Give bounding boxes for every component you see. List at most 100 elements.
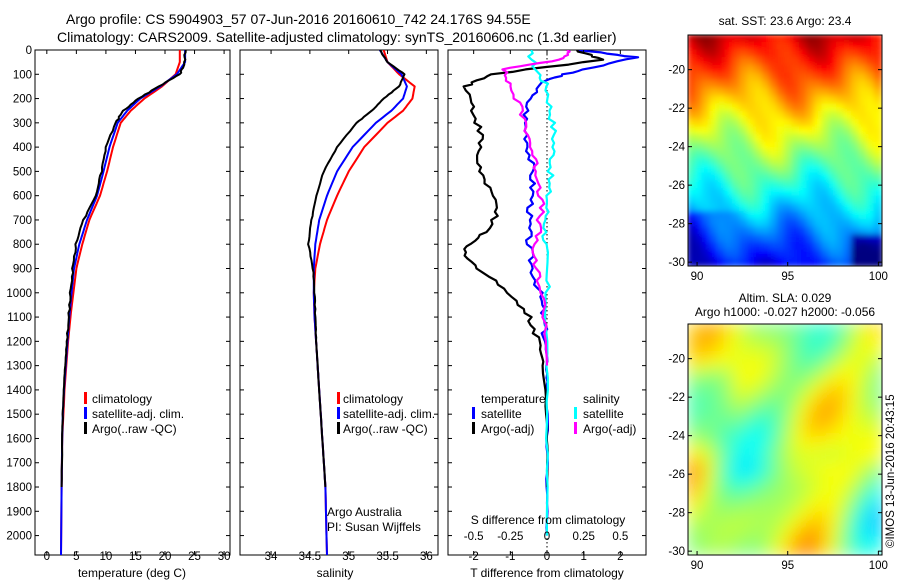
series-line xyxy=(312,50,416,555)
y-tick-label: 1400 xyxy=(6,385,32,397)
pi-text: PI: Susan Wijffels xyxy=(327,520,421,534)
salinity-lines xyxy=(307,50,416,555)
legend-swatch-temp-satellite xyxy=(472,407,475,419)
temperature-panel: 0100200300400500600700800900100011001200… xyxy=(6,45,231,580)
salinity-x-axis: 34 34.5 35 35.5 36 xyxy=(265,50,433,563)
x-tick-label: 36 xyxy=(420,551,433,563)
sla-map-axes: 90 95 100 -20 -22 -24 -26 -28 -30 xyxy=(668,354,888,572)
y-tick-label: 500 xyxy=(13,166,32,178)
legend-swatch-argo xyxy=(337,422,340,434)
difference-panel: temperature satellite Argo(-adj) salinit… xyxy=(447,49,647,580)
y-tick-label: -24 xyxy=(668,142,685,154)
x-tick-label: -2 xyxy=(469,551,479,563)
legend-label-sal-satellite: satellite xyxy=(583,407,624,421)
s-tick-label: 0.25 xyxy=(572,531,594,543)
y-tick-label: -24 xyxy=(668,431,685,443)
temperature-y-axis: 0 100 200 300 400 500 600 700 800 900 1000 1100 1200… xyxy=(6,45,230,543)
y-tick-label: 2000 xyxy=(6,531,32,543)
y-tick-label: -28 xyxy=(668,219,685,231)
y-tick-label: -26 xyxy=(668,180,685,192)
sla-map-title: Altim. SLA: 0.029 xyxy=(739,291,832,305)
legend-swatch-climatology xyxy=(337,392,340,404)
y-tick-label: 1800 xyxy=(6,482,32,494)
t-difference-axis: -2 -1 0 1 2 xyxy=(469,50,624,563)
legend-swatch-sal-argo xyxy=(574,422,577,434)
salinity-legend: climatology satellite-adj. clim. Argo(..… xyxy=(337,392,435,436)
legend-label-argo: Argo(..raw -QC) xyxy=(343,422,428,436)
x-tick-label: 15 xyxy=(129,551,142,563)
series-line xyxy=(312,50,408,555)
y-tick-label: 1900 xyxy=(6,506,32,518)
s-tick-label: 0.5 xyxy=(612,531,628,543)
legend-swatch-argo xyxy=(84,422,87,434)
x-tick-label: 34.5 xyxy=(299,551,321,563)
y-tick-label: 100 xyxy=(13,69,32,81)
credit-text: Argo Australia xyxy=(327,505,402,519)
difference-y-axis xyxy=(448,49,646,537)
figure-title-line2: Climatology: CARS2009. Satellite-adjuste… xyxy=(57,29,617,45)
legend-label-sal-argo: Argo(-adj) xyxy=(583,422,636,436)
salinity-panel: 34 34.5 35 35.5 36 salinity climatology sate… xyxy=(239,49,439,580)
series-line xyxy=(522,50,640,536)
timestamp: ©IMOS 13-Jun-2016 20:43:15 xyxy=(885,394,897,548)
difference-lines xyxy=(462,50,640,536)
series-line xyxy=(60,50,181,555)
x-tick-label: 5 xyxy=(73,551,79,563)
sst-map-title: sat. SST: 23.6 Argo: 23.4 xyxy=(719,14,852,28)
y-tick-label: 1500 xyxy=(6,409,32,421)
legend-label-climatology: climatology xyxy=(92,392,152,406)
x-tick-label: 90 xyxy=(691,271,704,283)
sla-map-subtitle: Argo h1000: -0.027 h2000: -0.056 xyxy=(695,305,875,319)
temperature-xlabel: temperature (deg C) xyxy=(78,566,186,580)
y-tick-label: 1300 xyxy=(6,361,32,373)
y-tick-label: -26 xyxy=(668,469,685,481)
y-tick-label: -22 xyxy=(668,103,685,115)
sst-field xyxy=(688,35,882,266)
s-tick-label: -0.25 xyxy=(497,531,523,543)
legend-swatch-satellite xyxy=(84,407,87,419)
x-tick-label: 10 xyxy=(100,551,113,563)
s-difference-axis: -0.5 -0.25 0 0.25 0.5 xyxy=(464,531,629,543)
y-tick-label: 200 xyxy=(13,94,32,106)
sla-field xyxy=(688,324,882,555)
legend-swatch-sal-satellite xyxy=(574,407,577,419)
x-tick-label: 1 xyxy=(580,551,586,563)
s-tick-label: 0 xyxy=(544,531,550,543)
y-tick-label: 900 xyxy=(13,264,32,276)
t-difference-label: T difference from climatology xyxy=(470,566,624,580)
s-difference-label: S difference from climatology xyxy=(471,513,626,527)
x-tick-label: 30 xyxy=(218,551,231,563)
y-tick-label: 300 xyxy=(13,118,32,130)
x-tick-label: 90 xyxy=(691,560,704,572)
series-line xyxy=(501,50,571,366)
x-tick-label: 0 xyxy=(544,551,550,563)
x-tick-label: 0 xyxy=(44,551,50,563)
series-line xyxy=(60,50,187,555)
y-tick-label: 600 xyxy=(13,191,32,203)
y-tick-label: -22 xyxy=(668,392,685,404)
x-tick-label: -1 xyxy=(505,551,515,563)
s-tick-label: -0.5 xyxy=(464,531,484,543)
x-tick-label: 34 xyxy=(265,551,278,563)
x-tick-label: 35.5 xyxy=(376,551,398,563)
temperature-lines xyxy=(60,50,187,555)
y-tick-label: -28 xyxy=(668,508,685,520)
x-tick-label: 95 xyxy=(781,271,794,283)
x-tick-label: 100 xyxy=(869,560,888,572)
x-tick-label: 100 xyxy=(869,271,888,283)
y-tick-label: 700 xyxy=(13,215,32,227)
temperature-legend: climatology satellite-adj. clim. Argo(..… xyxy=(84,392,184,436)
legend-swatch-temp-argo xyxy=(472,422,475,434)
y-tick-label: -30 xyxy=(668,546,685,558)
y-tick-label: 1100 xyxy=(7,312,32,324)
legend-title-temperature: temperature xyxy=(481,392,546,406)
x-tick-label: 35 xyxy=(342,551,355,563)
temperature-x-axis: 0 5 10 15 20 25 30 xyxy=(44,50,231,563)
y-tick-label: 1200 xyxy=(6,336,32,348)
y-tick-label: 400 xyxy=(13,142,32,154)
legend-label-satellite: satellite-adj. clim. xyxy=(343,407,435,421)
legend-title-salinity: salinity xyxy=(583,392,620,406)
legend-label-temp-satellite: satellite xyxy=(481,407,522,421)
x-tick-label: 20 xyxy=(159,551,172,563)
